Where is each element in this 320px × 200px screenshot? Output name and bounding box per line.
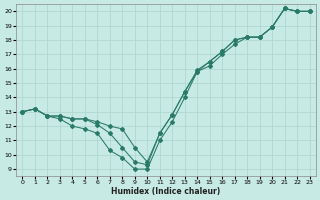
- X-axis label: Humidex (Indice chaleur): Humidex (Indice chaleur): [111, 187, 221, 196]
